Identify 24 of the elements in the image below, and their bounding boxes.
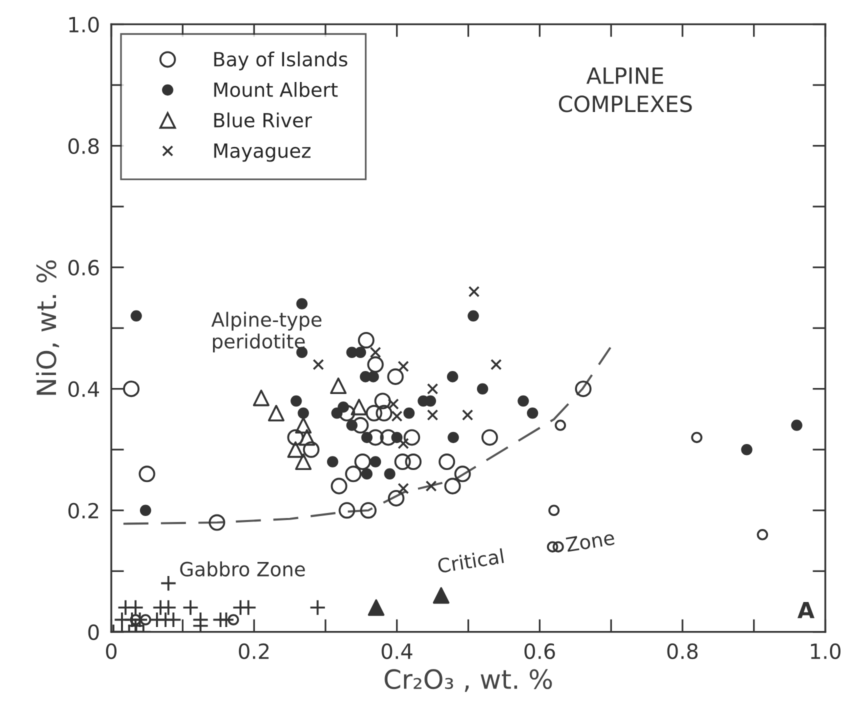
x-tick-label: 0.4 <box>382 643 412 660</box>
x-tick-label: 0 <box>106 643 117 660</box>
annotation: Critical <box>437 548 504 574</box>
x-tick-label: 1.0 <box>811 643 840 660</box>
y-tick-label: 0.4 <box>68 381 99 398</box>
annotation: Alpine-type peridotite <box>211 312 322 352</box>
annotation: Gabbro Zone <box>180 561 305 576</box>
text: ALPINE COMPLEXES <box>558 67 692 112</box>
annotation: Zone <box>566 530 615 552</box>
legend-label: Mount Albert <box>214 82 338 98</box>
legend-label: Blue River <box>214 112 312 128</box>
legend-label: Bay of Islands <box>214 52 348 70</box>
x-tick-label: 0.6 <box>524 643 555 660</box>
y-tick-label: 0.8 <box>68 138 99 154</box>
y-tick-label: 0.6 <box>68 260 99 276</box>
annotation: A <box>797 602 814 618</box>
x-tick-label: 0.8 <box>667 643 698 660</box>
y-tick-label: 0.2 <box>68 502 98 519</box>
y-tick-label: 1.0 <box>69 16 99 32</box>
legend-label: Mayaguez <box>214 144 310 162</box>
x-axis-title: Cr₂O₃ , wt. % <box>384 669 552 692</box>
x-tick-label: 0.2 <box>238 643 269 660</box>
y-tick-label: 0 <box>88 624 99 640</box>
y-axis-title: NiO, wt. % <box>36 260 60 395</box>
